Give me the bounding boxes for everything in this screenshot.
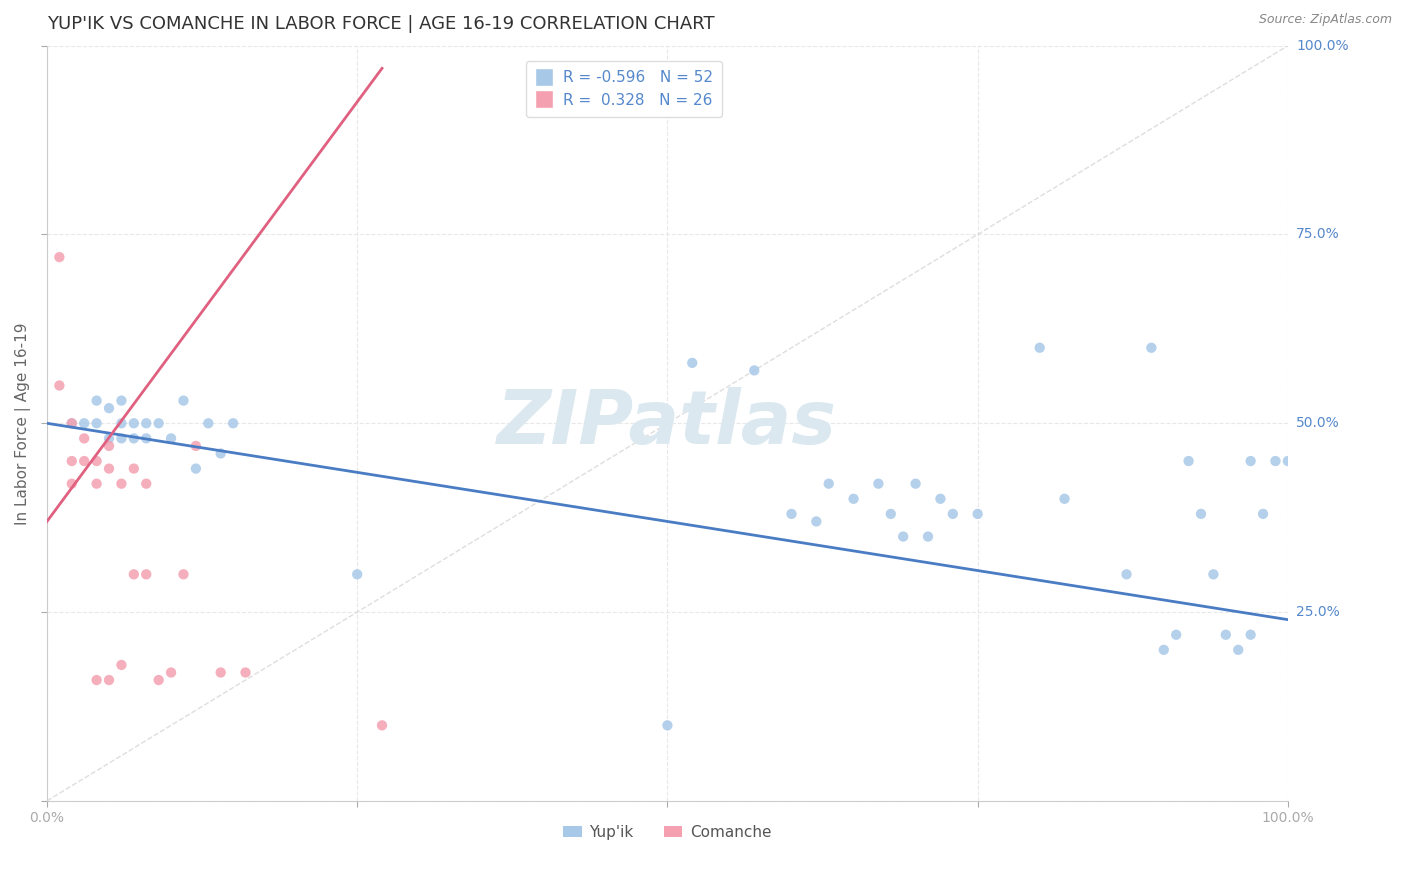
- Point: [48, 378, 70, 392]
- Point: [122, 567, 145, 582]
- Point: [86, 454, 108, 468]
- Point: [1215, 628, 1237, 642]
- Point: [904, 476, 927, 491]
- Point: [657, 718, 679, 732]
- Point: [1140, 341, 1163, 355]
- Point: [1166, 628, 1188, 642]
- Point: [880, 507, 903, 521]
- Point: [1053, 491, 1076, 506]
- Text: Source: ZipAtlas.com: Source: ZipAtlas.com: [1258, 13, 1392, 27]
- Point: [197, 417, 219, 431]
- Point: [1177, 454, 1199, 468]
- Point: [1202, 567, 1225, 582]
- Point: [110, 417, 132, 431]
- Point: [1239, 454, 1261, 468]
- Point: [1227, 643, 1250, 657]
- Point: [86, 476, 108, 491]
- Point: [1153, 643, 1175, 657]
- Point: [110, 393, 132, 408]
- Point: [135, 476, 157, 491]
- Text: ZIPatlas: ZIPatlas: [498, 387, 838, 459]
- Point: [98, 673, 121, 687]
- Point: [222, 417, 245, 431]
- Point: [86, 393, 108, 408]
- Point: [817, 476, 839, 491]
- Text: 75.0%: 75.0%: [1296, 227, 1340, 242]
- Point: [122, 431, 145, 445]
- Point: [742, 363, 765, 377]
- Point: [209, 665, 232, 680]
- Point: [235, 665, 257, 680]
- Point: [1264, 454, 1286, 468]
- Point: [135, 431, 157, 445]
- Point: [160, 665, 183, 680]
- Point: [1239, 628, 1261, 642]
- Point: [73, 454, 96, 468]
- Point: [122, 461, 145, 475]
- Point: [122, 417, 145, 431]
- Point: [806, 515, 828, 529]
- Point: [917, 530, 939, 544]
- Point: [172, 393, 194, 408]
- Point: [86, 673, 108, 687]
- Point: [1189, 507, 1212, 521]
- Point: [98, 461, 121, 475]
- Point: [1028, 341, 1050, 355]
- Point: [135, 567, 157, 582]
- Text: 100.0%: 100.0%: [1296, 38, 1348, 53]
- Point: [60, 454, 83, 468]
- Point: [842, 491, 865, 506]
- Point: [1277, 454, 1299, 468]
- Point: [73, 431, 96, 445]
- Point: [60, 417, 83, 431]
- Point: [966, 507, 988, 521]
- Point: [60, 476, 83, 491]
- Point: [110, 431, 132, 445]
- Point: [86, 417, 108, 431]
- Point: [346, 567, 368, 582]
- Point: [48, 250, 70, 264]
- Point: [148, 673, 170, 687]
- Point: [148, 417, 170, 431]
- Y-axis label: In Labor Force | Age 16-19: In Labor Force | Age 16-19: [15, 322, 31, 524]
- Point: [868, 476, 890, 491]
- Point: [184, 461, 207, 475]
- Point: [98, 431, 121, 445]
- Point: [135, 417, 157, 431]
- Text: 25.0%: 25.0%: [1296, 605, 1340, 619]
- Point: [929, 491, 952, 506]
- Point: [942, 507, 965, 521]
- Legend: Yup'ik, Comanche: Yup'ik, Comanche: [557, 819, 778, 847]
- Point: [110, 476, 132, 491]
- Point: [1251, 507, 1274, 521]
- Text: YUP'IK VS COMANCHE IN LABOR FORCE | AGE 16-19 CORRELATION CHART: YUP'IK VS COMANCHE IN LABOR FORCE | AGE …: [46, 15, 714, 33]
- Point: [60, 417, 83, 431]
- Point: [184, 439, 207, 453]
- Point: [780, 507, 803, 521]
- Point: [172, 567, 194, 582]
- Point: [160, 431, 183, 445]
- Point: [209, 446, 232, 460]
- Point: [110, 657, 132, 672]
- Point: [98, 439, 121, 453]
- Point: [891, 530, 914, 544]
- Point: [73, 417, 96, 431]
- Point: [98, 401, 121, 416]
- Point: [1115, 567, 1137, 582]
- Text: 50.0%: 50.0%: [1296, 417, 1340, 430]
- Point: [371, 718, 394, 732]
- Point: [681, 356, 703, 370]
